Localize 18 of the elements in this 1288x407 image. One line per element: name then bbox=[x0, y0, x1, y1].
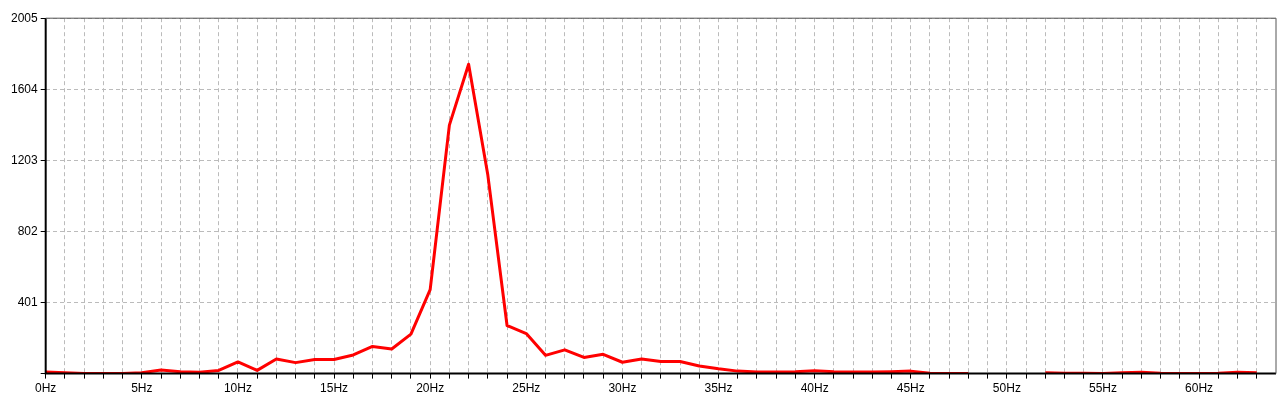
x-tick-label: 10Hz bbox=[223, 381, 252, 396]
x-tick-label: 5Hz bbox=[131, 381, 153, 396]
x-tick-label: 20Hz bbox=[416, 381, 445, 396]
x-tick-label: 40Hz bbox=[800, 381, 829, 396]
x-tick-label: 0Hz bbox=[35, 381, 57, 396]
y-tick-label: 802 bbox=[17, 223, 39, 238]
x-tick-label: 60Hz bbox=[1185, 381, 1214, 396]
x-tick-label: 50Hz bbox=[992, 381, 1021, 396]
x-tick-label: 25Hz bbox=[512, 381, 541, 396]
x-tick-label: 35Hz bbox=[704, 381, 733, 396]
x-tick-label: 30Hz bbox=[608, 381, 637, 396]
y-tick-label: 401 bbox=[17, 294, 39, 309]
x-tick-label: 55Hz bbox=[1088, 381, 1117, 396]
y-tick-label: 2005 bbox=[10, 10, 39, 25]
x-tick-label: 15Hz bbox=[320, 381, 349, 396]
x-tick-label: 45Hz bbox=[896, 381, 925, 396]
y-tick-label: 1203 bbox=[10, 152, 39, 167]
y-tick-label: 1604 bbox=[10, 81, 39, 96]
